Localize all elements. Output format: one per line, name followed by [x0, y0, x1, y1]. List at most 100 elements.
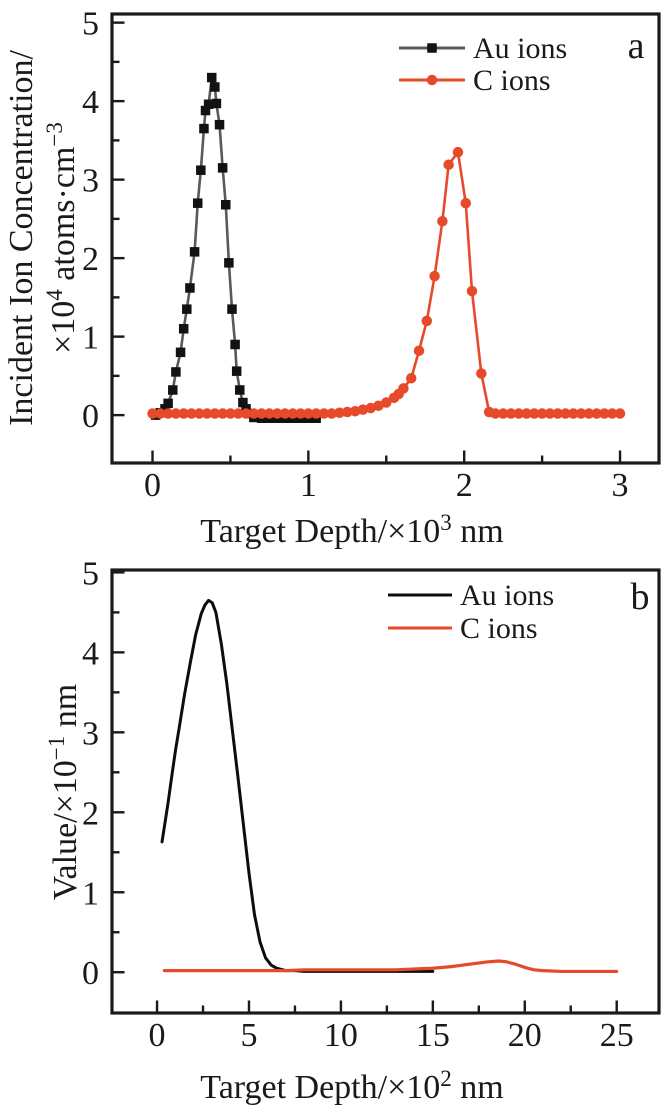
legend-entry-c-ions: C ions: [399, 64, 551, 97]
data-marker-c-ions: [248, 408, 260, 419]
x-axis-title: Target Depth/×103 nm: [200, 510, 503, 550]
data-marker-c-ions: [178, 408, 189, 419]
data-marker-c-ions: [295, 408, 306, 419]
data-marker-c-ions: [505, 408, 517, 419]
data-marker-c-ions: [490, 408, 501, 419]
data-marker-c-ions: [405, 372, 417, 384]
data-marker-au-ions: [211, 98, 222, 109]
label-text: atoms·cm: [45, 147, 82, 290]
data-marker-c-ions: [334, 407, 345, 419]
data-marker-au-ions: [227, 304, 237, 314]
data-marker-au-ions: [192, 198, 203, 208]
data-marker-au-ions: [168, 385, 178, 395]
label-superscript: 4: [42, 289, 67, 301]
data-marker-c-ions: [552, 408, 563, 419]
data-marker-c-ions: [544, 408, 556, 419]
y-tick-label: 2: [82, 795, 99, 832]
x-tick-label: 25: [600, 1017, 634, 1054]
data-marker-c-ions: [209, 408, 221, 419]
label-text: nm: [452, 1069, 504, 1106]
data-marker-c-ions: [147, 408, 158, 419]
y-tick-label: 5: [82, 6, 99, 43]
data-marker-c-ions: [398, 383, 409, 394]
data-marker-au-ions: [163, 398, 173, 409]
data-marker-au-ions: [189, 247, 200, 257]
legend-label-c-ions: C ions: [460, 612, 538, 645]
data-marker-c-ions: [201, 408, 213, 419]
label-text: Target Depth/×10: [200, 1069, 440, 1106]
label-superscript: 3: [440, 510, 452, 535]
data-marker-c-ions: [476, 368, 487, 379]
data-marker-c-ions: [381, 397, 392, 408]
x-tick-label: 1: [300, 467, 317, 504]
data-marker-au-ions: [200, 105, 211, 116]
legend-entry-c-ions: C ions: [388, 612, 538, 645]
data-marker-c-ions: [497, 408, 509, 419]
data-marker-c-ions: [217, 408, 228, 419]
data-marker-au-ions: [224, 258, 234, 268]
x-tick-label: 15: [416, 1017, 450, 1054]
label-text: Incident Ion Concentration/: [3, 50, 40, 426]
data-marker-au-ions: [221, 199, 231, 210]
data-marker-c-ions: [357, 404, 369, 415]
x-tick-label: 20: [508, 1017, 542, 1054]
legend-entry-au-ions: Au ions: [388, 579, 554, 612]
data-marker-c-ions: [606, 408, 618, 419]
data-marker-c-ions: [466, 285, 478, 297]
series-line-c-ions: [162, 959, 619, 974]
y-axis-title-line-1: Value/×10−1 nm: [44, 684, 84, 900]
data-marker-au-ions: [185, 283, 195, 293]
data-marker-c-ions: [521, 408, 532, 419]
data-marker-c-ions: [536, 408, 548, 419]
data-marker-au-ions: [230, 339, 240, 350]
y-axis-title-line-2: ×104 atoms·cm−3: [42, 122, 82, 354]
legend-marker-c-ions: [426, 74, 438, 86]
axis-ticks: [113, 21, 622, 462]
data-marker-au-ions: [182, 304, 192, 314]
data-marker-au-ions: [171, 367, 181, 377]
series-au-ions: [160, 598, 435, 973]
series-c-ions: [147, 146, 626, 419]
data-marker-c-ions: [264, 408, 275, 419]
axis-tick-labels: 0 5 10 15 20 25 0 1 2 3 4 5: [82, 555, 634, 1054]
x-tick-label: 2: [456, 467, 473, 504]
data-marker-c-ions: [287, 408, 299, 419]
plot-frame: [110, 568, 661, 1015]
y-axis-title-line-1: Incident Ion Concentration/: [3, 50, 40, 426]
axis-tick-labels: 0 1 2 3 0 1 2 3 4 5: [82, 6, 629, 504]
data-marker-c-ions: [421, 315, 433, 327]
data-marker-c-ions: [279, 408, 291, 419]
data-marker-c-ions: [155, 408, 166, 419]
data-marker-c-ions: [162, 408, 174, 419]
data-marker-au-ions: [199, 123, 209, 134]
data-marker-c-ions: [568, 408, 579, 419]
data-marker-c-ions: [452, 146, 464, 158]
data-marker-c-ions: [342, 406, 353, 418]
label-text: Value/×10: [47, 760, 84, 900]
y-tick-label: 1: [82, 320, 99, 357]
legend-entry-au-ions: Au ions: [399, 32, 567, 65]
data-marker-c-ions: [443, 159, 454, 170]
data-marker-au-ions: [235, 385, 245, 395]
series-au-ions: [150, 72, 321, 424]
series-c-ions: [162, 959, 619, 974]
plot-frame: [110, 12, 661, 465]
legend-marker-au-ions: [427, 43, 437, 53]
data-marker-c-ions: [599, 408, 610, 419]
y-tick-label: 3: [82, 715, 99, 752]
data-marker-c-ions: [575, 408, 587, 419]
series-line-au-ions: [160, 598, 435, 973]
data-marker-c-ions: [614, 408, 626, 419]
axis-ticks: [113, 571, 618, 1012]
data-marker-c-ions: [591, 408, 602, 419]
label-text: ×10: [45, 301, 82, 354]
y-tick-label: 0: [82, 955, 99, 992]
data-marker-au-ions: [196, 165, 206, 175]
legend-label-au-ions: Au ions: [473, 32, 567, 65]
data-marker-au-ions: [231, 366, 242, 376]
x-tick-label: 10: [324, 1017, 358, 1054]
